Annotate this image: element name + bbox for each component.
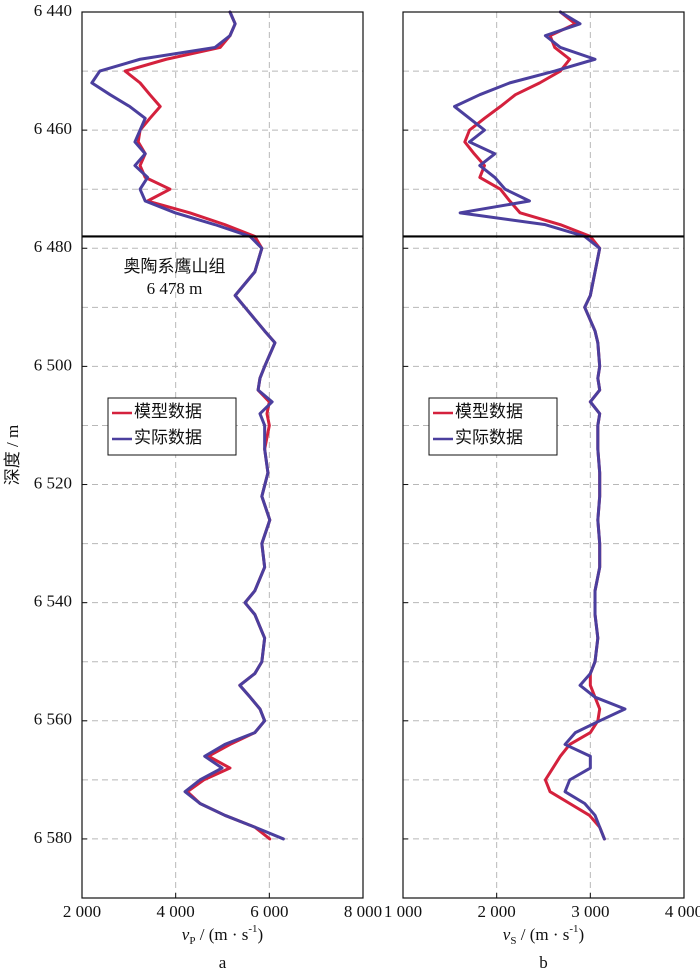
series-line <box>90 10 285 841</box>
x-axis-title-unit: / (m · s <box>195 925 248 944</box>
x-tick-label: 6 000 <box>250 902 288 921</box>
x-tick-label: 8 000 <box>344 902 382 921</box>
legend-box <box>428 397 558 456</box>
x-axis-title-superscript: -1 <box>248 923 257 935</box>
y-tick-label: 6 440 <box>34 1 72 20</box>
x-axis-title-close: ) <box>258 925 264 944</box>
legend-label: 模型数据 <box>455 402 523 421</box>
series-line <box>453 10 627 841</box>
y-tick-label: 6 460 <box>34 119 72 138</box>
annotation: 6 478 m <box>147 279 203 298</box>
x-tick-label: 4 000 <box>665 902 700 921</box>
plot-frame <box>402 11 685 899</box>
legend-label: 实际数据 <box>134 428 202 447</box>
x-axis-title-symbol: v <box>503 925 511 944</box>
plot-frame <box>81 11 364 899</box>
y-tick-label: 6 540 <box>34 592 72 611</box>
x-axis-title: vP / (m · s-1) <box>182 923 263 947</box>
x-tick-label: 4 000 <box>157 902 195 921</box>
annotation: 奥陶系鹰山组 <box>124 257 226 276</box>
x-tick-label: 3 000 <box>571 902 609 921</box>
x-tick-label: 2 000 <box>63 902 101 921</box>
y-tick-label: 6 580 <box>34 828 72 847</box>
x-axis-title-subscript: S <box>510 935 516 947</box>
x-axis-title-symbol: v <box>182 925 190 944</box>
x-axis-title-superscript: -1 <box>569 923 578 935</box>
panel-label: b <box>539 953 548 972</box>
legend-label: 实际数据 <box>455 428 523 447</box>
panel-label: a <box>219 953 227 972</box>
x-axis-title-subscript: P <box>189 935 195 947</box>
y-tick-label: 6 560 <box>34 710 72 729</box>
y-axis-title: 深度 / m <box>3 425 22 485</box>
y-tick-label: 6 500 <box>34 355 72 374</box>
y-tick-label: 6 480 <box>34 237 72 256</box>
legend-label: 模型数据 <box>134 402 202 421</box>
x-axis-title: vS / (m · s-1) <box>503 923 584 947</box>
legend-box <box>107 397 237 456</box>
x-tick-label: 2 000 <box>478 902 516 921</box>
y-tick-label: 6 520 <box>34 473 72 492</box>
x-axis-title-close: ) <box>579 925 585 944</box>
x-axis-title-unit: / (m · s <box>516 925 569 944</box>
x-tick-label: 1 000 <box>384 902 422 921</box>
